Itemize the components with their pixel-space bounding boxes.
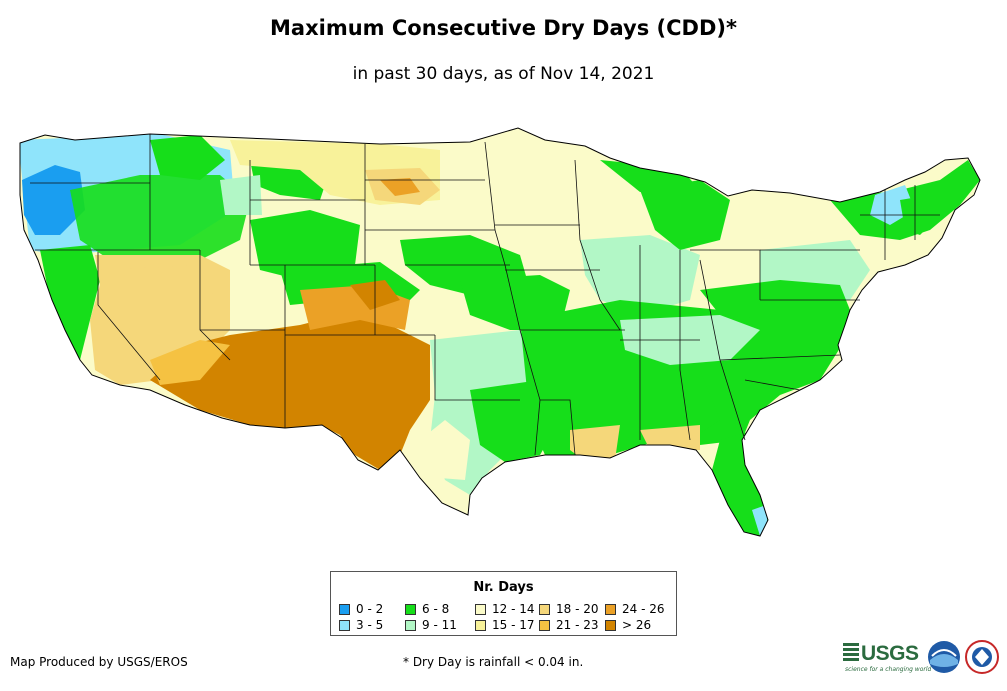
legend-title: Nr. Days: [473, 580, 534, 595]
map-title: Maximum Consecutive Dry Days (CDD)*: [270, 16, 737, 40]
legend-item: 3 - 5: [339, 619, 383, 631]
agency-logos: USGS science for a changing world: [843, 638, 1003, 678]
legend-item: 6 - 8: [405, 603, 449, 615]
legend-label: 6 - 8: [422, 602, 450, 616]
legend-label: > 26: [622, 618, 652, 632]
legend-swatch: [475, 620, 486, 631]
legend-item: > 26: [605, 619, 651, 631]
nws-logo-icon: [965, 640, 999, 674]
legend-swatch: [405, 620, 416, 631]
legend-label: 24 - 26: [622, 602, 665, 616]
legend-item: 18 - 20: [539, 603, 599, 615]
legend-swatch: [475, 604, 486, 615]
legend-label: 12 - 14: [492, 602, 535, 616]
legend-item: 0 - 2: [339, 603, 383, 615]
footnote: * Dry Day is rainfall < 0.04 in.: [403, 655, 584, 669]
legend-swatch: [605, 620, 616, 631]
cdd-regions: [20, 128, 980, 536]
noaa-logo-icon: [928, 641, 960, 673]
legend-label: 3 - 5: [356, 618, 384, 632]
legend: Nr. Days 0 - 2 3 - 5 6 - 8 9 - 11 12 - 1…: [330, 571, 677, 636]
legend-swatch: [539, 620, 550, 631]
legend-swatch: [339, 604, 350, 615]
us-cdd-map: [19, 127, 981, 537]
legend-swatch: [405, 604, 416, 615]
legend-item: 21 - 23: [539, 619, 599, 631]
legend-swatch: [339, 620, 350, 631]
state-boundaries: [30, 134, 940, 456]
map-subtitle: in past 30 days, as of Nov 14, 2021: [352, 64, 655, 84]
legend-item: 9 - 11: [405, 619, 457, 631]
legend-label: 9 - 11: [422, 618, 457, 632]
usgs-logo: USGS: [843, 642, 919, 666]
legend-label: 21 - 23: [556, 618, 599, 632]
map-credit: Map Produced by USGS/EROS: [10, 655, 188, 669]
legend-label: 18 - 20: [556, 602, 599, 616]
legend-label: 0 - 2: [356, 602, 384, 616]
legend-item: 24 - 26: [605, 603, 665, 615]
legend-item: 12 - 14: [475, 603, 535, 615]
legend-item: 15 - 17: [475, 619, 535, 631]
usgs-tagline: science for a changing world: [845, 666, 932, 673]
legend-label: 15 - 17: [492, 618, 535, 632]
legend-swatch: [539, 604, 550, 615]
legend-swatch: [605, 604, 616, 615]
